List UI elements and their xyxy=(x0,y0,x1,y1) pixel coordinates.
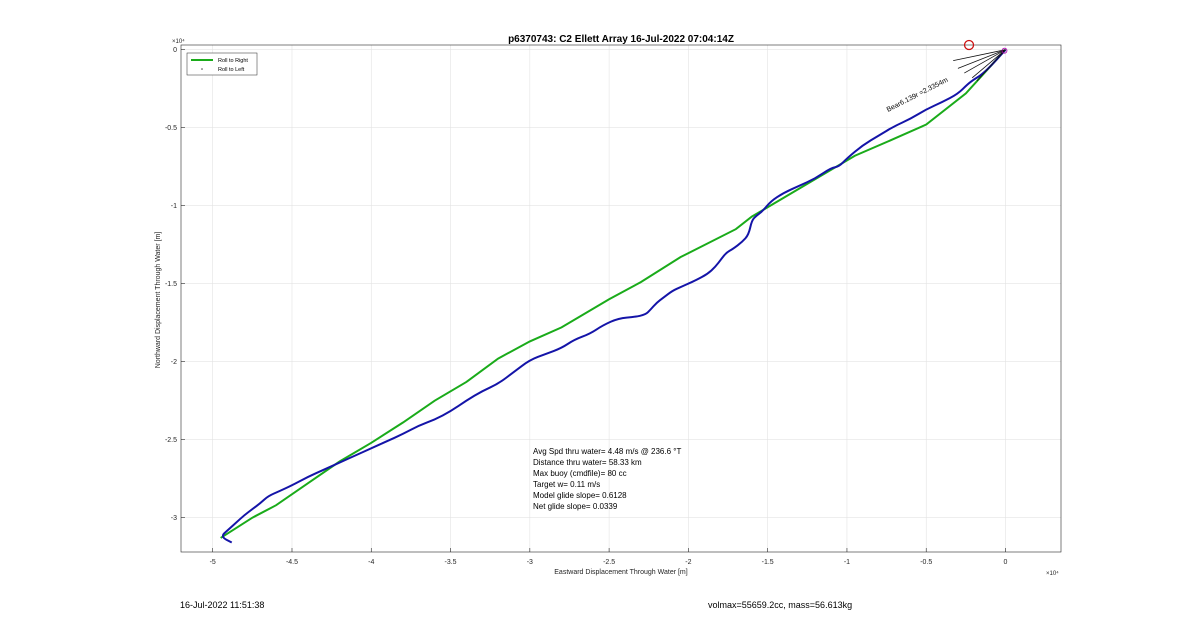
roll-to-left-vector xyxy=(964,49,1006,74)
stat-distance: Distance thru water= 58.33 km xyxy=(533,458,642,467)
series-layer xyxy=(220,39,1008,544)
footer-timestamp: 16-Jul-2022 11:51:38 xyxy=(180,600,265,610)
x-tick-label: -2.5 xyxy=(603,559,615,566)
roll-to-left-vector xyxy=(971,49,1006,79)
plot-area xyxy=(180,44,1062,553)
grid-layer xyxy=(181,45,1061,552)
x-tick-label: -4.5 xyxy=(286,559,298,566)
y-tick-label: -2 xyxy=(171,359,177,366)
y-tick-label: -1.5 xyxy=(165,281,177,288)
legend: Roll to Right Roll to Left xyxy=(186,52,258,76)
y-tick-label: -3 xyxy=(171,515,177,522)
x-tick-label: -5 xyxy=(210,559,216,566)
legend-marker-roll-left xyxy=(201,68,203,70)
roll-to-left-vector xyxy=(976,49,1006,82)
stat-net-glide: Net glide slope= 0.0339 xyxy=(533,502,618,511)
ticks-layer: -5 -4.5 -4 -3.5 -3 -2.5 -2 -1.5 -1 -0.5 0 0 -0.5 -1 -1… xyxy=(165,47,1008,566)
legend-box xyxy=(186,52,258,76)
roll-to-left-vector xyxy=(953,49,1006,61)
y-tick-label: 0 xyxy=(173,47,177,54)
series-glider-track xyxy=(221,49,1007,544)
x-tick-label: -1.5 xyxy=(762,559,774,566)
footer-volmax: volmax=55659.2cc, mass=56.613kg xyxy=(708,600,853,610)
x-tick-label: -3 xyxy=(527,559,533,566)
x-tick-label: -0.5 xyxy=(920,559,932,566)
roll-to-left-vector xyxy=(957,49,1006,69)
legend-label-roll-left: Roll to Left xyxy=(218,67,245,73)
stats-block: Avg Spd thru water= 4.48 m/s @ 236.6 °T … xyxy=(533,447,681,511)
rotated-annotation: Bear6.139r =2.3354m xyxy=(886,77,950,114)
stat-target-w: Target w= 0.11 m/s xyxy=(533,480,600,489)
y-tick-label: -2.5 xyxy=(165,437,177,444)
y-axis-label: Northward Displacement Through Water [m] xyxy=(155,232,162,369)
y-tick-label: -0.5 xyxy=(165,125,177,132)
x-axis-label: Eastward Displacement Through Water [m] xyxy=(554,569,687,576)
chart-title: p6370743: C2 Ellett Array 16-Jul-2022 07… xyxy=(508,34,734,45)
y-tick-label: -1 xyxy=(171,203,177,210)
x-tick-label: -3.5 xyxy=(445,559,457,566)
x-tick-label: -2 xyxy=(685,559,691,566)
x-exponent: ×10⁴ xyxy=(1046,570,1059,577)
y-exponent: ×10⁴ xyxy=(172,38,185,45)
x-tick-label: -4 xyxy=(368,559,374,566)
stat-model-glide: Model glide slope= 0.6128 xyxy=(533,491,627,500)
legend-label-roll-right: Roll to Right xyxy=(218,58,248,64)
stat-avg-speed: Avg Spd thru water= 4.48 m/s @ 236.6 °T xyxy=(533,447,681,456)
x-tick-label: 0 xyxy=(1004,559,1008,566)
target-marker xyxy=(963,39,975,51)
x-tick-label: -1 xyxy=(844,559,850,566)
stat-max-buoy: Max buoy (cmdfile)= 80 cc xyxy=(533,469,627,478)
start-marker xyxy=(1001,47,1008,54)
